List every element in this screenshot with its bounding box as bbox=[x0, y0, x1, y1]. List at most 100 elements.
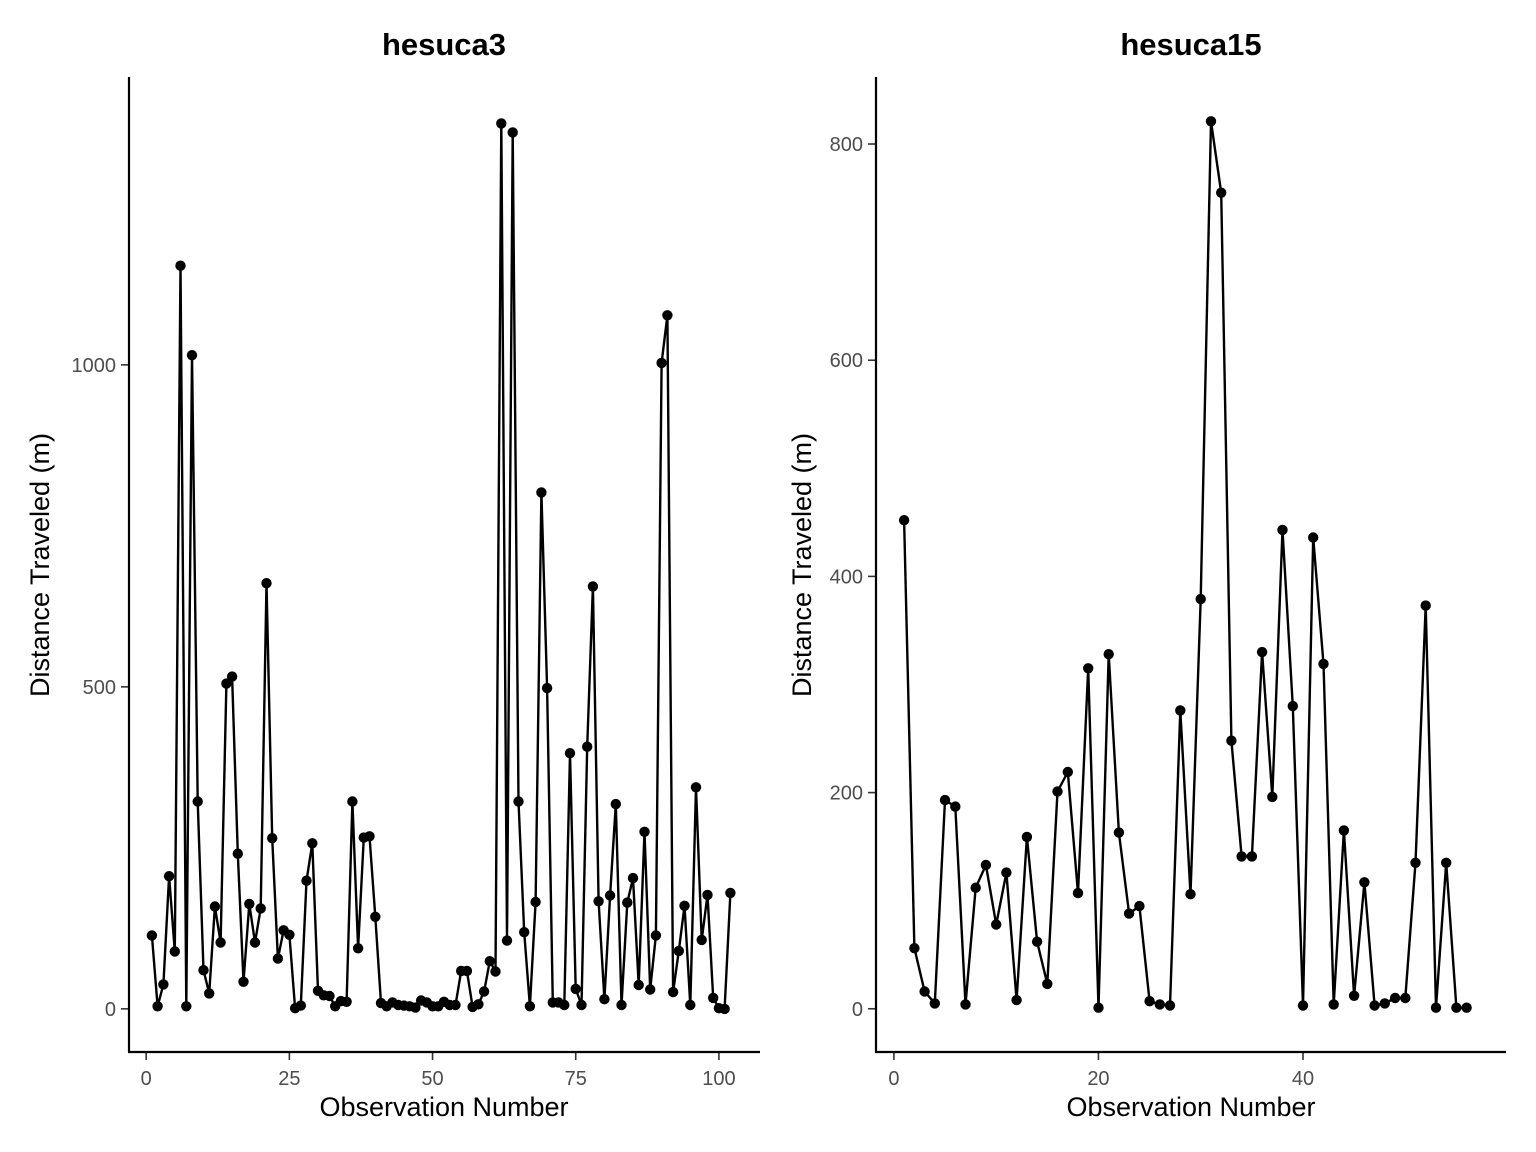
data-point bbox=[950, 801, 961, 812]
data-point bbox=[1103, 649, 1114, 660]
data-point bbox=[960, 999, 971, 1010]
panel-hesuca15: hesuca15 Distance Traveled (m) Observati… bbox=[787, 27, 1506, 1122]
data-point bbox=[1083, 663, 1094, 674]
y-axis-label: Distance Traveled (m) bbox=[787, 433, 817, 697]
data-point bbox=[909, 943, 920, 954]
data-point bbox=[295, 1000, 306, 1011]
x-tick-label: 100 bbox=[702, 1068, 735, 1090]
data-point bbox=[1267, 791, 1278, 803]
data-point bbox=[939, 794, 951, 806]
data-point bbox=[690, 782, 702, 793]
x-axis-label: Observation Number bbox=[1066, 1092, 1315, 1122]
data-point bbox=[536, 487, 547, 498]
data-point bbox=[158, 979, 169, 990]
data-point bbox=[685, 999, 696, 1011]
data-point bbox=[181, 1001, 192, 1012]
data-point bbox=[519, 927, 530, 938]
data-point bbox=[719, 1003, 730, 1015]
data-point bbox=[645, 984, 656, 995]
data-point bbox=[198, 965, 209, 976]
data-point bbox=[582, 741, 593, 752]
data-point bbox=[1277, 524, 1288, 536]
data-point bbox=[587, 581, 599, 592]
data-point bbox=[490, 966, 501, 977]
data-point bbox=[272, 953, 284, 964]
data-point bbox=[146, 930, 158, 941]
data-point bbox=[226, 671, 238, 682]
y-tick-label: 800 bbox=[830, 134, 863, 156]
data-point bbox=[1031, 936, 1043, 947]
data-point bbox=[1113, 827, 1125, 838]
x-tick-label: 25 bbox=[278, 1068, 300, 1090]
panel-hesuca3: hesuca3 Distance Traveled (m) Observatio… bbox=[25, 27, 760, 1122]
x-tick-label: 0 bbox=[888, 1068, 899, 1090]
data-point bbox=[919, 986, 930, 997]
data-point bbox=[370, 911, 381, 922]
data-point bbox=[249, 937, 261, 948]
data-point bbox=[1328, 999, 1339, 1010]
data-point bbox=[564, 748, 576, 759]
data-point bbox=[622, 897, 633, 908]
data-point bbox=[163, 871, 175, 882]
data-point bbox=[1205, 116, 1217, 127]
data-point bbox=[461, 965, 473, 977]
data-point bbox=[1123, 908, 1135, 919]
data-point bbox=[1338, 825, 1350, 836]
data-point bbox=[929, 998, 940, 1009]
data-point bbox=[702, 889, 713, 901]
y-axis-label: Distance Traveled (m) bbox=[25, 433, 55, 697]
plot-marks bbox=[898, 116, 1472, 1013]
data-point bbox=[667, 986, 679, 998]
data-point bbox=[255, 903, 266, 914]
data-point bbox=[1297, 1000, 1309, 1011]
data-point bbox=[662, 310, 673, 321]
data-point bbox=[507, 127, 518, 138]
data-point bbox=[1216, 187, 1227, 198]
data-point bbox=[610, 798, 621, 810]
data-point bbox=[501, 935, 513, 946]
data-point bbox=[576, 999, 587, 1011]
data-point bbox=[559, 999, 570, 1011]
data-point bbox=[980, 859, 992, 871]
data-point bbox=[347, 796, 358, 807]
data-point bbox=[341, 996, 352, 1007]
data-point bbox=[1430, 1002, 1442, 1013]
x-tick-label: 50 bbox=[421, 1068, 443, 1090]
data-point bbox=[1246, 851, 1258, 862]
data-point bbox=[1011, 994, 1022, 1006]
data-point bbox=[627, 872, 639, 884]
data-point bbox=[496, 118, 507, 129]
data-point bbox=[991, 919, 1002, 930]
data-point bbox=[221, 678, 232, 689]
data-point bbox=[1072, 887, 1084, 899]
data-point bbox=[673, 945, 684, 957]
y-tick-label: 1000 bbox=[72, 355, 117, 377]
data-point bbox=[513, 796, 524, 807]
data-point bbox=[898, 515, 910, 526]
series-line bbox=[150, 122, 732, 1011]
data-point bbox=[1134, 900, 1145, 912]
data-point bbox=[1154, 999, 1166, 1010]
data-point bbox=[1042, 978, 1053, 990]
x-tick-label: 40 bbox=[1292, 1068, 1314, 1090]
data-point bbox=[324, 990, 335, 1002]
data-point bbox=[1256, 646, 1268, 658]
data-point bbox=[1144, 996, 1155, 1007]
data-point bbox=[656, 357, 667, 369]
data-point bbox=[679, 900, 690, 911]
data-point bbox=[1441, 857, 1452, 868]
x-tick-label: 75 bbox=[565, 1068, 587, 1090]
x-axis-label: Observation Number bbox=[319, 1092, 568, 1122]
data-point bbox=[209, 901, 221, 912]
data-point bbox=[1052, 786, 1063, 797]
data-point bbox=[307, 838, 318, 849]
data-point bbox=[1226, 735, 1237, 746]
data-point bbox=[604, 890, 616, 901]
data-point bbox=[284, 929, 295, 940]
data-point bbox=[1236, 851, 1247, 862]
data-point bbox=[1164, 1000, 1176, 1011]
data-point bbox=[169, 946, 180, 957]
y-tick-label: 400 bbox=[830, 566, 863, 588]
